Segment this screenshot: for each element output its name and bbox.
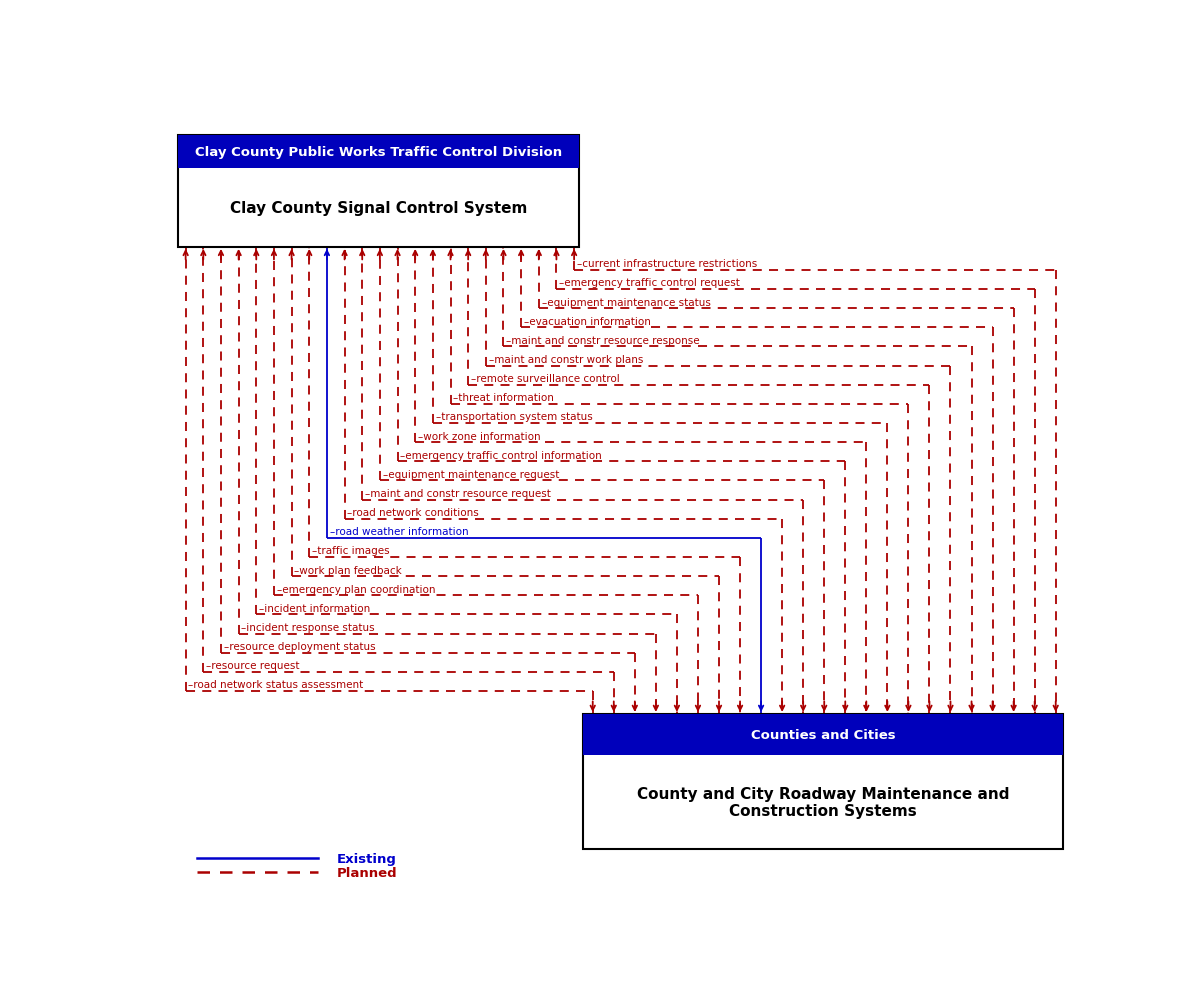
Text: County and City Roadway Maintenance and
Construction Systems: County and City Roadway Maintenance and … xyxy=(637,786,1010,819)
Text: –resource deployment status: –resource deployment status xyxy=(224,641,375,651)
Text: –maint and constr resource request: –maint and constr resource request xyxy=(365,489,551,499)
Bar xyxy=(583,714,1063,850)
Bar xyxy=(583,714,1063,755)
Text: –transportation system status: –transportation system status xyxy=(435,412,593,422)
Text: –road network conditions: –road network conditions xyxy=(347,508,480,518)
Text: Clay County Public Works Traffic Control Division: Clay County Public Works Traffic Control… xyxy=(195,146,563,159)
Text: –evacuation information: –evacuation information xyxy=(524,317,650,327)
Text: –maint and constr resource response: –maint and constr resource response xyxy=(506,336,700,346)
Text: –emergency traffic control request: –emergency traffic control request xyxy=(559,279,740,289)
Text: –remote surveillance control: –remote surveillance control xyxy=(471,374,620,384)
Text: –emergency plan coordination: –emergency plan coordination xyxy=(276,584,435,594)
Text: –maint and constr work plans: –maint and constr work plans xyxy=(489,355,643,365)
Text: –traffic images: –traffic images xyxy=(313,546,389,556)
Text: –work zone information: –work zone information xyxy=(418,431,541,441)
Text: –resource request: –resource request xyxy=(206,660,299,670)
Text: –equipment maintenance status: –equipment maintenance status xyxy=(542,298,710,308)
Text: Planned: Planned xyxy=(337,866,397,879)
Text: –equipment maintenance request: –equipment maintenance request xyxy=(382,469,559,479)
Text: –incident response status: –incident response status xyxy=(242,622,375,632)
Bar xyxy=(178,135,578,247)
Text: –current infrastructure restrictions: –current infrastructure restrictions xyxy=(577,259,757,269)
Text: Counties and Cities: Counties and Cities xyxy=(751,728,895,741)
Text: –incident information: –incident information xyxy=(260,603,370,613)
Text: –road network status assessment: –road network status assessment xyxy=(189,679,364,689)
Text: Clay County Signal Control System: Clay County Signal Control System xyxy=(230,200,528,215)
Text: Existing: Existing xyxy=(337,852,397,865)
Text: –work plan feedback: –work plan feedback xyxy=(294,565,403,575)
Bar xyxy=(178,135,578,169)
Text: –emergency traffic control information: –emergency traffic control information xyxy=(400,450,602,460)
Text: –threat information: –threat information xyxy=(453,393,554,403)
Text: –road weather information: –road weather information xyxy=(329,527,469,537)
